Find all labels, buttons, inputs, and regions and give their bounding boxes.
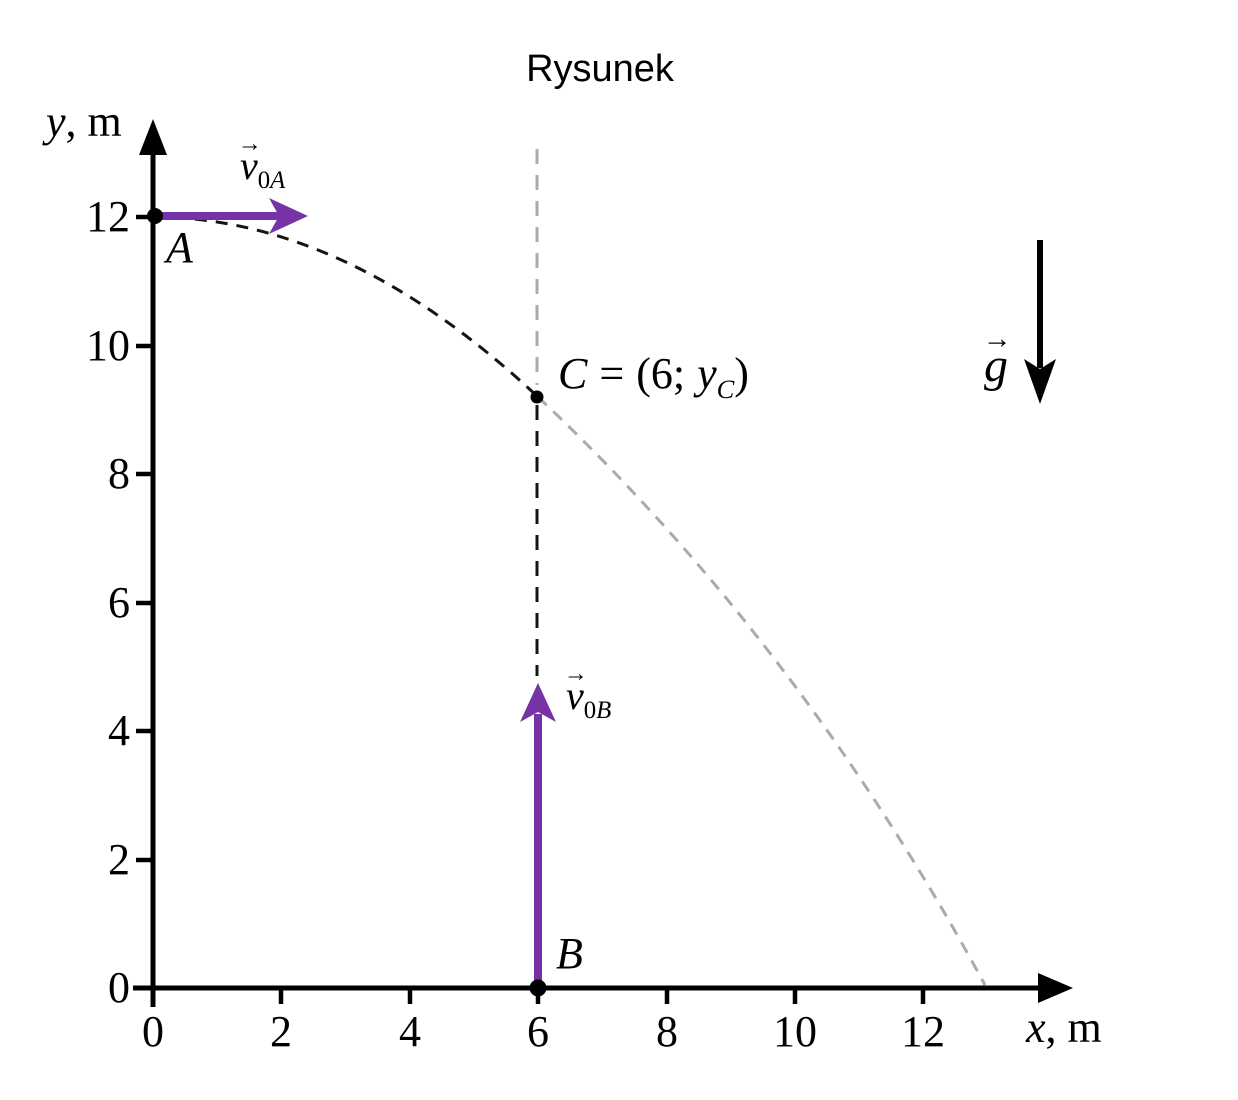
y-tick-label: 10: [86, 321, 130, 370]
gravity-label: → g: [983, 325, 1012, 392]
point-c-close: ): [734, 349, 749, 398]
vector-arrow-icon: →: [982, 323, 1012, 356]
v0b-sub-num: 0: [583, 697, 597, 724]
y-tick-label: 6: [108, 578, 130, 627]
x-tick-label: 8: [656, 1007, 678, 1056]
y-axis-arrowhead: [139, 119, 167, 155]
point-b-dot: [529, 979, 547, 997]
trajectory-black-dashed: [152, 215, 540, 399]
point-c-name: C: [558, 349, 588, 398]
gravity-symbol: g: [984, 339, 1008, 392]
point-a-dot: [147, 208, 163, 224]
x-tick-label: 10: [773, 1007, 817, 1056]
point-a-label: A: [166, 223, 193, 272]
v0a-arrowhead: [269, 198, 308, 234]
y-axis-unit: , m: [65, 97, 122, 146]
trajectory-gray-dashed: [536, 395, 987, 986]
v0a-sub-letter: A: [270, 167, 286, 194]
x-axis-label: x, m: [1026, 1006, 1102, 1050]
x-axis-arrowhead: [1038, 973, 1073, 1003]
x-tick-label: 12: [901, 1007, 945, 1056]
y-axis-ticks: [136, 214, 153, 863]
x-axis-unit: , m: [1045, 1003, 1102, 1052]
point-b-label: B: [556, 929, 583, 978]
y-tick-label: 12: [86, 192, 130, 241]
vector-arrow-icon: →: [237, 131, 262, 158]
y-axis-label: y, m: [46, 100, 122, 144]
vector-arrow-icon: →: [563, 661, 588, 688]
x-tick-label: 0: [142, 1007, 164, 1056]
y-tick-label: 4: [108, 706, 130, 755]
x-tick-label: 4: [399, 1007, 421, 1056]
y-tick-label: 2: [108, 835, 130, 884]
x-axis-symbol: x: [1026, 1003, 1046, 1052]
y-axis-symbol: y: [46, 97, 66, 146]
point-c-open: (6;: [636, 349, 686, 398]
v0a-symbol: v: [240, 143, 258, 188]
point-c-label: C = (6; yC): [558, 352, 749, 402]
v0a-sub-num: 0: [257, 167, 271, 194]
point-c-dot: [530, 390, 544, 404]
x-tick-label: 6: [527, 1007, 549, 1056]
gravity-arrowhead: [1024, 359, 1056, 404]
v0b-label: → v0B: [564, 662, 612, 724]
figure-title: Rysunek: [526, 48, 674, 90]
v0a-label: → v0A: [238, 132, 286, 194]
point-c-y-symbol: y: [697, 349, 717, 398]
y-tick-label: 0: [108, 963, 130, 1012]
v0b-symbol: v: [566, 673, 584, 718]
v0b-arrowhead: [520, 683, 556, 722]
v0b-sub-letter: B: [596, 697, 612, 724]
y-tick-label: 8: [108, 449, 130, 498]
point-c-y-subscript: C: [716, 373, 735, 404]
x-tick-label: 2: [270, 1007, 292, 1056]
point-c-equals: =: [599, 349, 625, 398]
